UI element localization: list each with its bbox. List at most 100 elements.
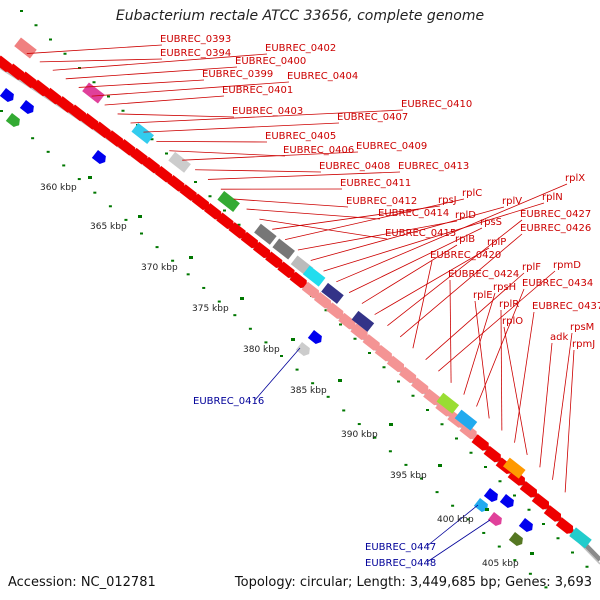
gene-label[interactable]: EUBREC_0413 [207, 161, 469, 180]
gene-label[interactable]: EUBREC_0393 [26, 34, 231, 54]
gene-label[interactable]: EUBREC_0424 [448, 269, 519, 383]
gene-block[interactable] [503, 457, 526, 479]
gene-label[interactable]: EUBREC_0400 [65, 56, 306, 80]
gene-block[interactable] [168, 151, 191, 173]
gene-label[interactable]: rplB [361, 234, 475, 304]
gene-label[interactable]: EUBREC_0404 [91, 71, 359, 97]
gene-arrow[interactable] [507, 469, 528, 488]
gene-label[interactable]: EUBREC_0394 [39, 48, 231, 63]
gene-arrow[interactable] [277, 261, 297, 281]
gene-label[interactable]: EUBREC_0411 [220, 178, 411, 190]
gene-arrow[interactable] [508, 532, 525, 548]
gene-label[interactable]: rpmJ [564, 339, 595, 493]
gene-label[interactable]: EUBREC_0405 [156, 131, 336, 143]
gene-arrow[interactable] [216, 212, 236, 231]
gene-arrow[interactable] [0, 88, 16, 104]
gene-arrow[interactable] [483, 488, 500, 504]
gene-label[interactable]: EUBREC_0448 [365, 519, 491, 569]
gene-label[interactable]: rpmD [438, 260, 581, 372]
gene-label[interactable]: rplR [499, 299, 519, 431]
gene-block[interactable] [351, 310, 375, 332]
gene-arrow[interactable] [295, 342, 312, 358]
gene-arrow[interactable] [519, 481, 540, 500]
gene-label[interactable]: EUBREC_0408 [195, 161, 390, 173]
gene-arrow[interactable] [118, 138, 138, 158]
gene-label[interactable]: EUBREC_0401 [104, 85, 294, 106]
gene-label[interactable]: EUBREC_0416 [193, 347, 301, 407]
gene-arrow[interactable] [326, 302, 346, 321]
gene-arrow[interactable] [0, 55, 15, 75]
gene-arrow[interactable] [362, 334, 383, 353]
gene-arrow[interactable] [93, 121, 113, 141]
gene-arrow[interactable] [5, 113, 22, 129]
gene-arrow[interactable] [473, 498, 490, 514]
gene-arrow[interactable] [423, 388, 443, 408]
gene-block[interactable] [302, 265, 326, 287]
gene-block[interactable] [14, 37, 37, 59]
gene-arrow[interactable] [487, 512, 504, 528]
gene-block[interactable] [82, 82, 105, 104]
gene-arrow[interactable] [265, 251, 285, 271]
gene-label[interactable]: EUBREC_0415 [259, 218, 456, 240]
gene-block[interactable] [454, 409, 478, 431]
gene-label[interactable]: rplN [323, 192, 563, 272]
gene-arrow[interactable] [68, 104, 89, 123]
gene-label[interactable]: rplX [336, 173, 585, 283]
gene-arrow[interactable] [105, 130, 126, 149]
gene-label[interactable]: EUBREC_0426 [399, 223, 591, 338]
gene-label[interactable]: EUBREC_0406 [169, 145, 354, 157]
gene-block[interactable] [131, 122, 154, 144]
gene-label[interactable]: EUBREC_0420 [412, 250, 501, 349]
gene-arrow[interactable] [483, 445, 504, 465]
gene-arrow[interactable] [411, 377, 431, 397]
gene-block[interactable] [569, 527, 592, 549]
gene-arrow[interactable] [374, 344, 395, 364]
gene-label[interactable]: EUBREC_0407 [143, 112, 408, 133]
gene-label[interactable]: rplE [473, 290, 493, 419]
gene-arrow[interactable] [447, 411, 467, 430]
gene-arrow[interactable] [228, 222, 248, 241]
gene-arrow[interactable] [301, 281, 322, 301]
gene-arrow[interactable] [398, 366, 419, 386]
gene-arrow[interactable] [179, 184, 199, 203]
gene-arrow[interactable] [555, 517, 576, 536]
gene-arrow[interactable] [81, 112, 101, 132]
gene-label[interactable]: EUBREC_0447 [365, 504, 479, 553]
gene-label[interactable]: EUBREC_0427 [387, 209, 591, 327]
gene-arrow[interactable] [167, 174, 187, 194]
gene-arrow[interactable] [386, 355, 407, 375]
gene-block[interactable] [217, 190, 240, 212]
gene-label[interactable]: EUBREC_0410 [130, 99, 473, 124]
gene-arrow[interactable] [56, 96, 76, 115]
gene-arrow[interactable] [203, 202, 224, 222]
gene-arrow[interactable] [154, 165, 175, 185]
gene-label[interactable]: EUBREC_0434 [476, 278, 593, 407]
gene-arrow[interactable] [471, 434, 492, 453]
gene-label[interactable]: rpsM [552, 322, 595, 480]
gene-label[interactable]: EUBREC_0437 [514, 301, 600, 443]
gene-arrow[interactable] [435, 399, 455, 419]
gene-arrow[interactable] [19, 100, 36, 116]
gene-label[interactable]: rplF [425, 262, 542, 360]
gene-label[interactable]: rplD [297, 210, 476, 251]
gene-arrow[interactable] [44, 87, 64, 107]
gene-arrow[interactable] [142, 156, 163, 176]
gene-block[interactable] [436, 392, 460, 414]
gene-arrow[interactable] [240, 231, 261, 251]
gene-arrow[interactable] [91, 150, 108, 166]
gene-block[interactable] [321, 282, 344, 304]
gene-arrow[interactable] [7, 63, 27, 82]
gene-arrow[interactable] [459, 422, 479, 442]
gene-arrow[interactable] [191, 193, 212, 213]
gene-arrow[interactable] [531, 493, 552, 512]
gene-arrow[interactable] [31, 79, 52, 99]
gene-label[interactable]: adk [539, 332, 569, 468]
gene-label[interactable]: EUBREC_0402 [52, 43, 336, 71]
gene-block[interactable] [272, 238, 295, 260]
gene-arrow[interactable] [19, 71, 39, 90]
gene-label[interactable]: rpsH [463, 282, 516, 395]
gene-label[interactable]: EUBREC_0409 [182, 141, 427, 161]
gene-arrow[interactable] [518, 518, 535, 534]
gene-label[interactable]: rplC [284, 188, 482, 240]
gene-arrow[interactable] [307, 330, 324, 346]
